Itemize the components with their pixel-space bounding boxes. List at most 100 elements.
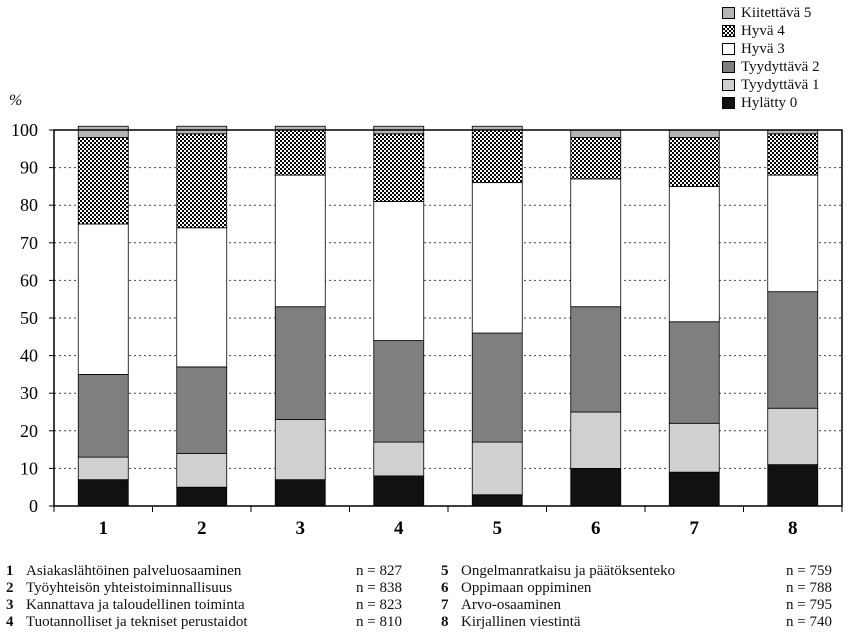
footnote-sample-size: n = 838 xyxy=(356,580,402,596)
footnote-label: Asiakaslähtöinen palveluosaaminen xyxy=(26,563,242,579)
bar-segment xyxy=(570,129,622,138)
y-tick-label: 100 xyxy=(11,120,38,140)
bar-segment xyxy=(176,486,228,507)
bar-segment xyxy=(77,125,129,138)
y-tick-label: 0 xyxy=(29,496,38,516)
footnote-number: 2 xyxy=(6,580,14,596)
legend-item: Hyvä 3 xyxy=(722,40,820,58)
bar-segment xyxy=(471,332,523,443)
footnote-row: 8 Kirjallinen viestintä n = 740 xyxy=(441,614,846,631)
footnote-label: Ongelmanratkaisu ja päätöksenteko xyxy=(461,563,676,579)
footnotes-right-column: 5 Ongelmanratkaisu ja päätöksenteko n = 75… xyxy=(441,563,846,631)
legend-label: Hyvä 4 xyxy=(741,22,785,39)
bar-segment xyxy=(373,133,425,202)
legend-swatch xyxy=(722,61,735,73)
bar-segment xyxy=(77,223,129,375)
footnote-number: 3 xyxy=(6,597,14,613)
footnote-label: Kirjallinen viestintä xyxy=(461,614,581,630)
bar-segment xyxy=(668,129,720,138)
x-tick-label: 6 xyxy=(591,518,601,539)
bar-segment xyxy=(471,441,523,496)
bar-segment xyxy=(373,475,425,507)
footnote-number: 6 xyxy=(441,580,449,596)
bar-segment xyxy=(77,456,129,481)
x-tick-label: 7 xyxy=(690,518,700,539)
x-tick-label: 3 xyxy=(296,518,306,539)
bar-segment xyxy=(767,174,819,293)
legend-swatch xyxy=(722,25,735,37)
y-tick-label: 80 xyxy=(20,195,38,215)
bar-segment xyxy=(767,407,819,466)
bar-segment xyxy=(767,291,819,409)
footnote-sample-size: n = 740 xyxy=(786,614,832,630)
footnote-number: 5 xyxy=(441,563,449,579)
y-tick-label: 40 xyxy=(20,346,38,366)
stacked-bar-chart: 0 10 20 30 40 50 60 70 80 90 100 1 2 3 4 5 6 7 8 xyxy=(11,120,843,539)
legend-label: Tyydyttävä 1 xyxy=(741,76,820,93)
footnote-sample-size: n = 759 xyxy=(786,563,832,579)
footnote-row: 3 Kannattava ja taloudellinen toiminta n =… xyxy=(6,597,411,614)
grid-lines xyxy=(54,167,842,469)
legend-item: Hyvä 4 xyxy=(722,22,820,40)
y-tick-label: 10 xyxy=(20,458,38,478)
bar-segment xyxy=(471,494,523,507)
footnote-row: 5 Ongelmanratkaisu ja päätöksenteko n = 75… xyxy=(441,563,846,580)
legend-swatch xyxy=(722,79,735,91)
bar-segment xyxy=(767,133,819,176)
plot-frame xyxy=(53,129,843,507)
footnote-label: Tuotannolliset ja tekniset perustaidot xyxy=(26,614,248,630)
bar-segment xyxy=(767,464,819,507)
legend-label: Hylätty 0 xyxy=(741,94,798,111)
footnote-sample-size: n = 823 xyxy=(356,597,402,613)
footnote-number: 7 xyxy=(441,597,449,613)
bar-segment xyxy=(274,479,326,507)
y-tick-label: 90 xyxy=(20,158,38,178)
footnote-label: Oppimaan oppiminen xyxy=(461,580,592,596)
y-axis-label: % xyxy=(9,92,23,109)
bar-segment xyxy=(77,373,129,458)
bar-segment xyxy=(373,340,425,443)
footnote-row: 1 Asiakaslähtöinen palveluosaaminen n = 82… xyxy=(6,563,411,580)
bar-segment xyxy=(570,137,622,180)
bar-segment xyxy=(570,411,622,469)
bar-segment xyxy=(274,419,326,481)
bar-segment xyxy=(77,479,129,507)
bar-segment xyxy=(176,452,228,488)
footnote-row: 2 Työyhteisön yhteistoiminnallisuus n = 83… xyxy=(6,580,411,597)
footnote-number: 4 xyxy=(6,614,14,630)
legend-label: Tyydyttävä 2 xyxy=(741,58,820,75)
bar-segment xyxy=(373,441,425,477)
bar-segment xyxy=(77,137,129,225)
footnote-label: Arvo-osaaminen xyxy=(461,597,561,613)
footnote-sample-size: n = 795 xyxy=(786,597,832,613)
bar-segment xyxy=(274,174,326,308)
x-tick-label: 5 xyxy=(493,518,503,539)
x-tick-label: 1 xyxy=(99,518,109,539)
bar-segment xyxy=(668,137,720,187)
y-tick-label: 70 xyxy=(20,233,38,253)
legend-label: Hyvä 3 xyxy=(741,40,785,57)
bar-segment xyxy=(176,366,228,454)
bar-segment xyxy=(274,306,326,420)
bar-segment xyxy=(570,178,622,308)
footnote-row: 4 Tuotannolliset ja tekniset perustaidot n… xyxy=(6,614,411,631)
footnote-sample-size: n = 788 xyxy=(786,580,832,596)
footnote-row: 6 Oppimaan oppiminen n = 788 xyxy=(441,580,846,597)
bar-segment xyxy=(668,422,720,473)
bar-segment xyxy=(668,321,720,424)
legend-item: Tyydyttävä 2 xyxy=(722,58,820,76)
bar-segment xyxy=(373,201,425,341)
footnotes-left-column: 1 Asiakaslähtöinen palveluosaaminen n = 82… xyxy=(6,563,411,631)
bar-segment xyxy=(176,133,228,229)
y-tick-label: 20 xyxy=(20,421,38,441)
legend: Kiitettävä 5 Hyvä 4 Hyvä 3 Tyydyttävä 2 Tyyd… xyxy=(722,4,820,112)
legend-item: Hylätty 0 xyxy=(722,94,820,112)
footnote-sample-size: n = 827 xyxy=(356,563,402,579)
legend-swatch xyxy=(722,97,735,109)
footnote-label: Kannattava ja taloudellinen toiminta xyxy=(26,597,245,613)
x-tick-label: 4 xyxy=(394,518,404,539)
axes: 0 10 20 30 40 50 60 70 80 90 100 1 2 3 4 5 6 7 8 xyxy=(11,120,843,539)
x-tick-label: 2 xyxy=(197,518,207,539)
legend-item: Kiitettävä 5 xyxy=(722,4,820,22)
footnote-row: 7 Arvo-osaaminen n = 795 xyxy=(441,597,846,614)
